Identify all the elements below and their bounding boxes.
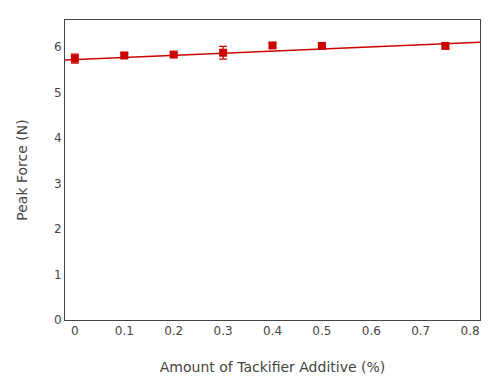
svg-text:0.1: 0.1: [115, 324, 134, 338]
svg-text:4: 4: [54, 131, 62, 145]
svg-text:3: 3: [54, 177, 62, 191]
svg-text:0.3: 0.3: [214, 324, 233, 338]
svg-text:0.4: 0.4: [263, 324, 282, 338]
svg-text:0.2: 0.2: [164, 324, 183, 338]
svg-text:6: 6: [54, 40, 62, 54]
svg-text:0: 0: [54, 313, 62, 327]
svg-text:Peak Force (N): Peak Force (N): [14, 119, 30, 220]
svg-text:0.7: 0.7: [411, 324, 430, 338]
svg-text:0.6: 0.6: [362, 324, 381, 338]
svg-text:1: 1: [54, 268, 62, 282]
svg-text:2: 2: [54, 222, 62, 236]
svg-text:Amount of Tackifier Additive (: Amount of Tackifier Additive (%): [160, 359, 386, 375]
svg-text:5: 5: [54, 86, 62, 100]
svg-text:0.8: 0.8: [461, 324, 480, 338]
svg-text:0: 0: [71, 324, 79, 338]
svg-text:0.5: 0.5: [312, 324, 331, 338]
